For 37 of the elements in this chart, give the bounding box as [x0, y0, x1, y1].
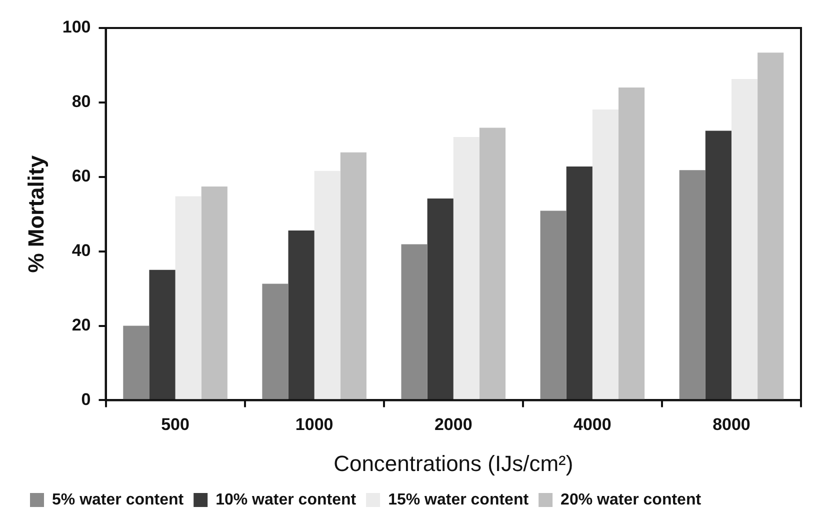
bar	[401, 244, 428, 400]
bar	[679, 170, 706, 400]
bar	[618, 88, 645, 400]
y-tick-label: 0	[81, 390, 91, 409]
legend-label: 20% water content	[560, 491, 702, 508]
bar	[705, 130, 732, 400]
y-axis-title: % Mortality	[23, 154, 48, 273]
legend-label: 15% water content	[388, 491, 530, 508]
bar	[540, 210, 566, 400]
legend-label: 5% water content	[52, 491, 184, 508]
bar	[340, 152, 366, 400]
bar	[592, 110, 618, 400]
y-tick-label: 100	[62, 18, 91, 37]
bar	[758, 52, 784, 400]
bar	[479, 128, 506, 400]
bar	[262, 284, 288, 400]
x-tick-label: 1000	[295, 415, 334, 434]
y-tick-label: 40	[72, 241, 91, 260]
bar	[314, 170, 340, 400]
x-tick-label: 8000	[712, 415, 750, 434]
x-tick-label: 2000	[434, 415, 472, 434]
bar	[453, 137, 480, 400]
x-tick-label: 4000	[574, 415, 612, 434]
bar	[427, 198, 454, 400]
y-tick-label: 20	[72, 315, 91, 334]
bar	[731, 78, 758, 400]
x-axis-title: Concentrations (IJs/cm²)	[334, 450, 574, 476]
y-tick-label: 60	[72, 166, 91, 186]
bar	[175, 196, 202, 400]
bar	[566, 166, 592, 400]
bar	[149, 270, 176, 400]
x-tick-label: 500	[161, 415, 190, 434]
y-tick-label: 80	[72, 92, 91, 112]
bar	[201, 186, 228, 400]
bar	[288, 230, 314, 400]
legend-label: 10% water content	[216, 491, 357, 508]
bar	[123, 326, 150, 400]
